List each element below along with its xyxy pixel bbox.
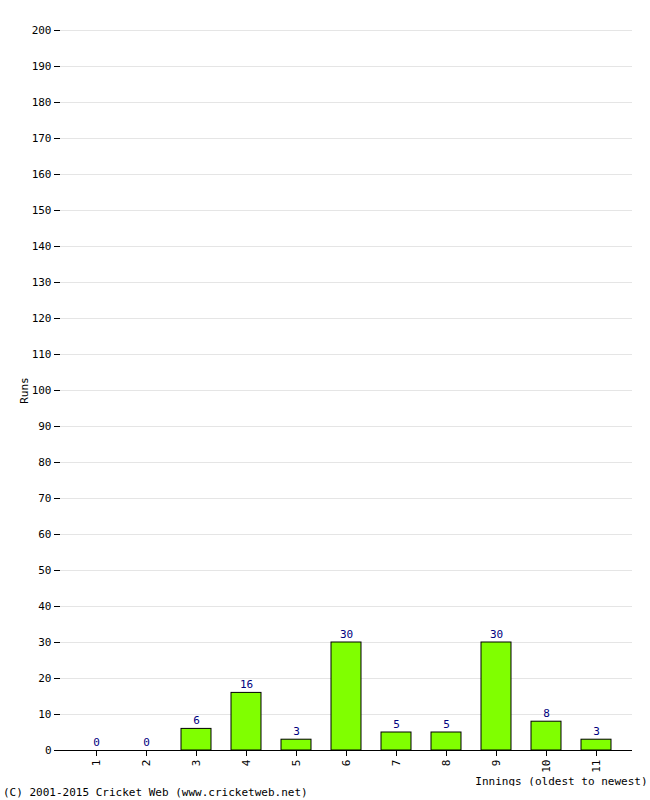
svg-text:110: 110 — [32, 348, 52, 361]
svg-text:20: 20 — [38, 672, 51, 685]
svg-text:70: 70 — [38, 492, 51, 505]
svg-text:30: 30 — [38, 636, 51, 649]
svg-text:190: 190 — [32, 60, 52, 73]
svg-text:30: 30 — [340, 628, 353, 641]
svg-text:180: 180 — [32, 96, 52, 109]
svg-text:3: 3 — [293, 725, 300, 738]
svg-text:8: 8 — [440, 760, 453, 767]
svg-text:40: 40 — [38, 600, 51, 613]
svg-text:100: 100 — [32, 384, 52, 397]
svg-text:50: 50 — [38, 564, 51, 577]
svg-text:6: 6 — [340, 760, 353, 767]
svg-text:0: 0 — [45, 744, 52, 757]
svg-text:150: 150 — [32, 204, 52, 217]
svg-text:140: 140 — [32, 240, 52, 253]
svg-text:7: 7 — [390, 760, 403, 767]
svg-text:10: 10 — [38, 708, 51, 721]
svg-text:4: 4 — [240, 759, 253, 766]
svg-text:0: 0 — [93, 736, 100, 749]
svg-text:30: 30 — [490, 628, 503, 641]
svg-text:5: 5 — [443, 718, 450, 731]
svg-text:200: 200 — [32, 24, 52, 37]
svg-text:Runs: Runs — [18, 377, 31, 404]
svg-text:6: 6 — [193, 714, 200, 727]
svg-text:9: 9 — [490, 760, 503, 767]
svg-text:3: 3 — [190, 760, 203, 767]
svg-text:2: 2 — [140, 760, 153, 767]
svg-text:170: 170 — [32, 132, 52, 145]
html-text:(C) 2001-2015 Cricket Web (www: (C) 2001-2015 Cricket Web (www.cricketwe… — [3, 786, 308, 799]
svg-text:120: 120 — [32, 312, 52, 325]
svg-text:11: 11 — [590, 760, 603, 773]
svg-text:80: 80 — [38, 456, 51, 469]
svg-text:1: 1 — [90, 760, 103, 767]
svg-text:3: 3 — [593, 725, 600, 738]
svg-text:Innings (oldest to newest): Innings (oldest to newest) — [475, 775, 647, 787]
svg-text:5: 5 — [393, 718, 400, 731]
svg-text:10: 10 — [540, 760, 553, 773]
svg-text:90: 90 — [38, 420, 51, 433]
svg-text:16: 16 — [240, 678, 253, 691]
svg-text:60: 60 — [38, 528, 51, 541]
svg-text:130: 130 — [32, 276, 52, 289]
svg-text:0: 0 — [143, 736, 150, 749]
svg-text:160: 160 — [32, 168, 52, 181]
svg-text:8: 8 — [543, 707, 550, 720]
svg-text:5: 5 — [290, 760, 303, 767]
